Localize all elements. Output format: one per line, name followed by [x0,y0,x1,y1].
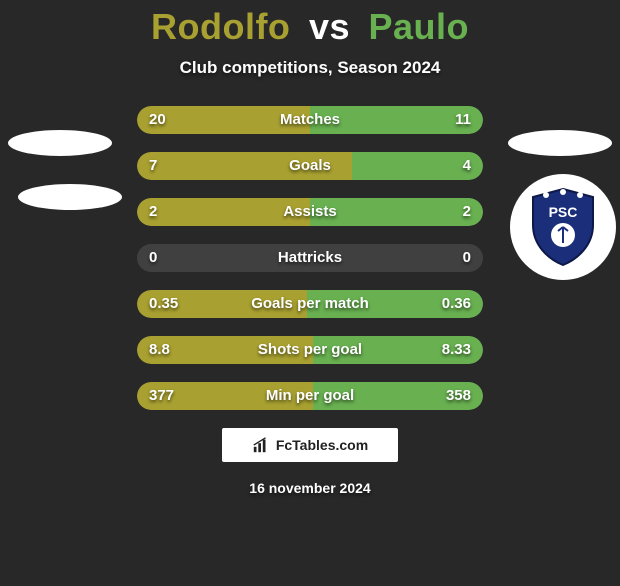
club-logo: PSC [510,174,616,280]
stat-row: 377358Min per goal [137,382,483,410]
shield-icon: PSC [528,187,598,267]
stat-row: 00Hattricks [137,244,483,272]
stat-label: Shots per goal [137,336,483,364]
vs-label: vs [309,6,350,47]
subtitle: Club competitions, Season 2024 [0,58,620,78]
stat-row: 8.88.33Shots per goal [137,336,483,364]
fctables-badge[interactable]: FcTables.com [222,428,398,462]
club-logo-text: PSC [549,204,578,220]
stat-label: Goals [137,152,483,180]
player1-badge-top [8,130,112,156]
stat-label: Hattricks [137,244,483,272]
fctables-label: FcTables.com [276,437,368,453]
player1-name: Rodolfo [151,6,290,47]
stat-label: Matches [137,106,483,134]
stat-label: Min per goal [137,382,483,410]
player2-badge-top [508,130,612,156]
stats-container: 2011Matches 74Goals 22Assists 00Hattricks 0.… [137,106,483,410]
chart-bars-icon [252,436,270,454]
stat-label: Assists [137,198,483,226]
comparison-title: Rodolfo vs Paulo [0,6,620,48]
player2-name: Paulo [369,6,470,47]
stat-row: 0.350.36Goals per match [137,290,483,318]
stat-row: 22Assists [137,198,483,226]
stat-label: Goals per match [137,290,483,318]
stat-row: 2011Matches [137,106,483,134]
date-label: 16 november 2024 [0,480,620,496]
stat-row: 74Goals [137,152,483,180]
player1-badge-bottom [18,184,122,210]
